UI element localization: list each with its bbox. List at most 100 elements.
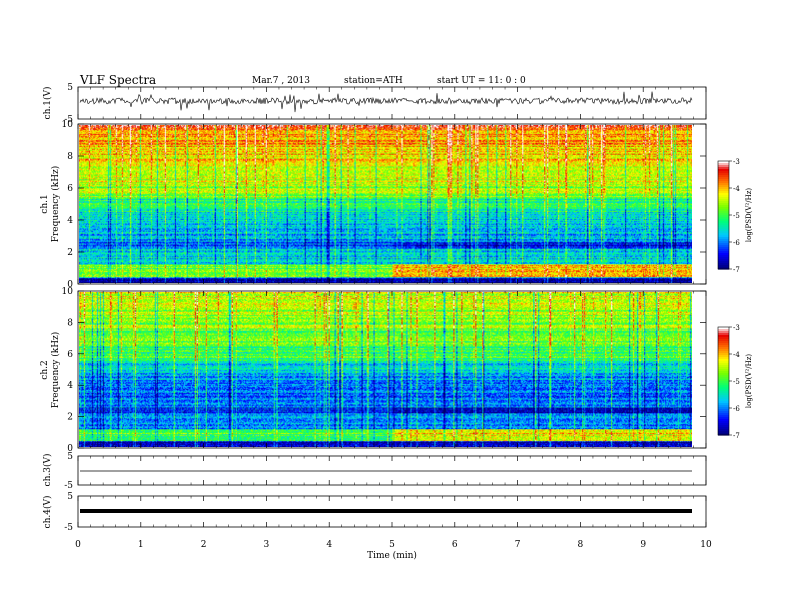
ch1-spectrogram [79, 125, 692, 283]
colorbar-cell [718, 249, 729, 252]
start-time-label: start UT = 11: 0 : 0 [437, 76, 526, 86]
colorbar-cell [718, 195, 729, 198]
colorbar-cell [718, 211, 729, 214]
y-tick-label: 4 [67, 216, 73, 226]
colorbar-cell [718, 393, 729, 396]
colorbar-cell [718, 331, 729, 334]
colorbar-cell [718, 205, 729, 208]
y-tick-label: 2 [67, 413, 73, 423]
colorbar-cell [718, 351, 729, 354]
colorbar-cell [718, 405, 729, 408]
colorbar-cell [718, 165, 729, 168]
colorbar-cell [718, 219, 729, 222]
x-axis-label: Time (min) [367, 550, 417, 561]
ch1-waveform-series [79, 91, 693, 113]
figure-title: VLF Spectra [79, 73, 156, 87]
colorbar-tick-label: -5 [733, 212, 740, 220]
colorbar-cell [718, 367, 729, 370]
colorbar-cell [718, 171, 729, 174]
colorbar-cell [718, 177, 729, 180]
colorbar-tick-label: -4 [733, 351, 740, 359]
colorbar-cell [718, 207, 729, 210]
colorbar-cell [718, 387, 729, 390]
colorbar-cell [718, 253, 729, 256]
colorbar-cell [718, 265, 729, 268]
colorbar-cell [718, 347, 729, 350]
colorbar-cell [718, 227, 729, 230]
spec1-raster [79, 125, 692, 283]
x-tick-label: 7 [515, 540, 521, 550]
ch2-colorbar-label: log(PSD(V²/Hz) [745, 354, 753, 409]
y-tick-label: 0 [67, 280, 73, 290]
colorbar-cell [718, 429, 729, 432]
colorbar-cell [718, 209, 729, 212]
ch2-spectrogram-ylabel-top: ch.2 [40, 360, 50, 379]
colorbar-cell [718, 423, 729, 426]
colorbar-cell [718, 357, 729, 360]
x-tick-label: 4 [326, 540, 332, 550]
colorbar-cell [718, 349, 729, 352]
colorbar-cell [718, 375, 729, 378]
colorbar-cell [718, 345, 729, 348]
colorbar-cell [718, 413, 729, 416]
colorbar-tick-label: -6 [733, 239, 740, 247]
ch1-spectrogram-ylabel-top: ch.1 [40, 194, 50, 213]
colorbar-cell [718, 239, 729, 242]
spec2-raster [79, 292, 692, 447]
colorbar-cell [718, 343, 729, 346]
wave-y-tick-label: 5 [67, 492, 73, 502]
colorbar-cell [718, 223, 729, 226]
colorbar-tick-label: -3 [733, 324, 740, 332]
colorbar-cell [718, 263, 729, 266]
ch3-waveform-ylabel: ch.3(V) [42, 454, 53, 487]
colorbar-cell [718, 243, 729, 246]
colorbar-cell [718, 369, 729, 372]
colorbar-cell [718, 221, 729, 224]
wave-y-tick-label: 5 [67, 452, 73, 462]
y-tick-label: 4 [67, 381, 73, 391]
colorbar-cell [718, 403, 729, 406]
ch4-waveform-ylabel: ch.4(V) [42, 496, 53, 529]
colorbar-cell [718, 385, 729, 388]
colorbar-cell [718, 193, 729, 196]
colorbar-cell [718, 341, 729, 344]
colorbar-tick-label: -7 [733, 432, 740, 440]
colorbar-cell [718, 181, 729, 184]
x-tick-label: 6 [452, 540, 458, 550]
colorbar-cell [718, 415, 729, 418]
colorbar-tick-label: -7 [733, 266, 740, 274]
colorbar-cell [718, 179, 729, 182]
colorbar-cell [718, 197, 729, 200]
colorbar-cell [718, 245, 729, 248]
ch1-colorbar: -3 -4 -5 -6 -7 [717, 158, 740, 274]
y-tick-label: 0 [67, 444, 73, 454]
colorbar-cell [718, 259, 729, 262]
wave-y-tick-label: -5 [64, 523, 73, 533]
colorbar-cell [718, 411, 729, 414]
colorbar-cell [718, 233, 729, 236]
x-tick-label: 1 [138, 540, 144, 550]
colorbar-cell [718, 329, 729, 332]
colorbar-cell [718, 225, 729, 228]
colorbar-tick-label: -3 [733, 158, 740, 166]
colorbar-tick-label: -4 [733, 185, 740, 193]
colorbar-cell [718, 419, 729, 422]
colorbar-cell [718, 217, 729, 220]
colorbar-cell [718, 231, 729, 234]
colorbar-cell [718, 425, 729, 428]
colorbar-cell [718, 433, 729, 436]
colorbar-cell [718, 237, 729, 240]
ch1-colorbar-label: log(PSD(V²/Hz) [745, 188, 753, 243]
colorbar-cell [718, 241, 729, 244]
colorbar-cell [718, 407, 729, 410]
colorbar-cell [718, 365, 729, 368]
station-label: station=ATH [344, 76, 403, 86]
x-tick-label: 5 [389, 540, 395, 550]
colorbar-cell [718, 355, 729, 358]
ch1-spectrogram-ylabel: Frequency (kHz) [50, 166, 61, 243]
colorbar-cell [718, 267, 729, 270]
colorbar-cell [718, 337, 729, 340]
colorbar-cell [718, 183, 729, 186]
